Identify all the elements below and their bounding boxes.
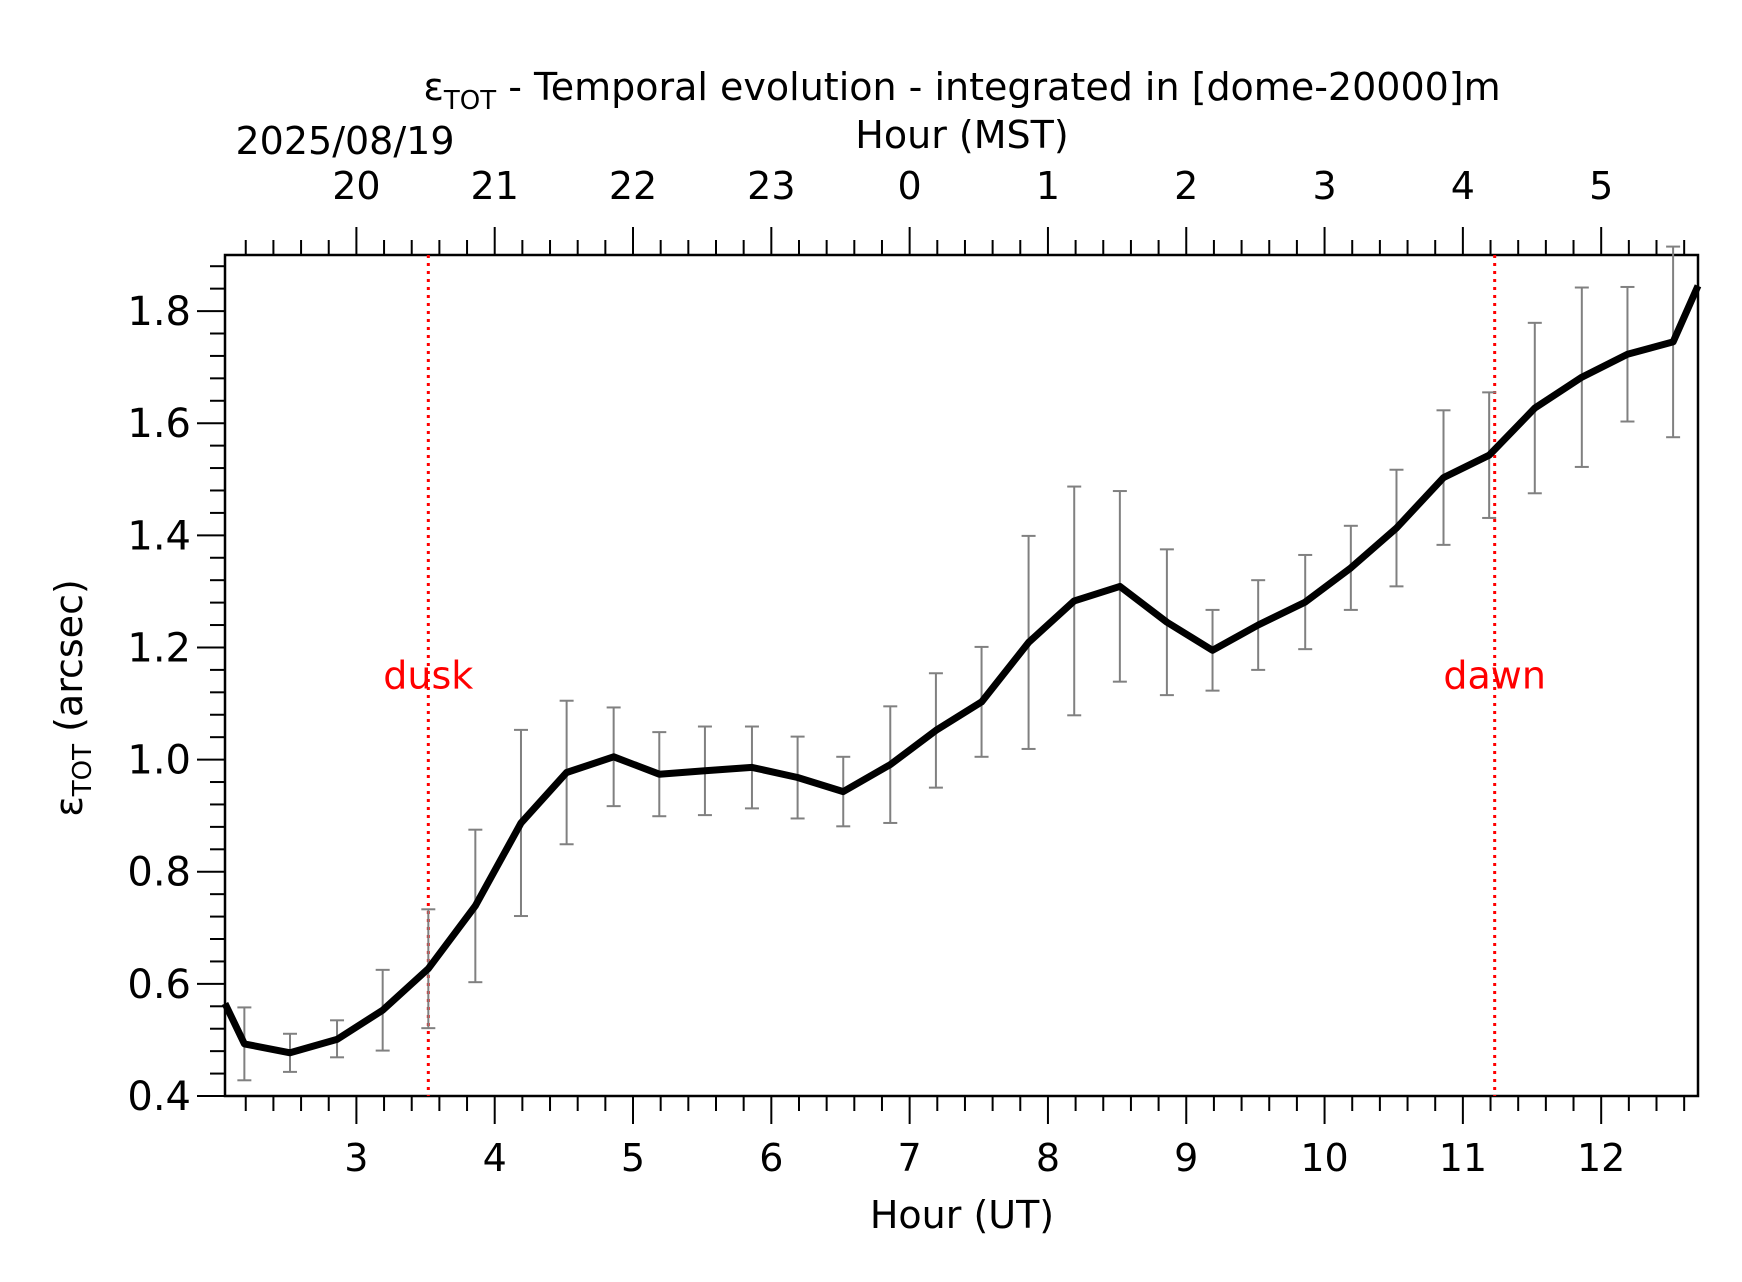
x-tick-label: 7 (898, 1136, 922, 1180)
svg-text:εTOT - Temporal evolution - in: εTOT - Temporal evolution - integrated i… (423, 65, 1500, 116)
x-tick-label: 11 (1439, 1136, 1487, 1180)
y-tick-label: 1.4 (127, 513, 191, 559)
y-tick-label: 0.8 (127, 850, 191, 896)
top-tick-label: 22 (609, 164, 657, 208)
top-tick-label: 3 (1312, 164, 1336, 208)
top-tick-label: 23 (747, 164, 795, 208)
top-tick-label: 5 (1589, 164, 1613, 208)
x-tick-label: 4 (483, 1136, 507, 1180)
x-tick-label: 12 (1577, 1136, 1625, 1180)
title-epsilon: ε (423, 65, 444, 109)
x-tick-label: 6 (759, 1136, 783, 1180)
ylabel-epsilon: ε (47, 796, 91, 817)
svg-text:εTOT (arcsec): εTOT (arcsec) (47, 579, 98, 817)
x-tick-label: 9 (1174, 1136, 1198, 1180)
plot-frame (223, 253, 1700, 1098)
x-axis-label: Hour (UT) (870, 1193, 1054, 1237)
top-tick-label: 2 (1174, 164, 1198, 208)
top-tick-label: 0 (898, 164, 922, 208)
y-tick-label: 1.8 (127, 289, 191, 335)
top-tick-label: 21 (471, 164, 519, 208)
dawn-label: dawn (1443, 654, 1546, 698)
y-tick-label: 1.6 (127, 401, 191, 447)
ylabel-subscript: TOT (68, 744, 98, 797)
y-tick-label: 1.0 (127, 738, 191, 784)
x-tick-label: 3 (344, 1136, 368, 1180)
chart-title: εTOT - Temporal evolution - integrated i… (423, 65, 1500, 116)
y-tick-label: 0.6 (127, 962, 191, 1008)
top-axis-label: Hour (MST) (855, 113, 1068, 157)
top-tick-label: 20 (332, 164, 380, 208)
x-tick-label: 8 (1036, 1136, 1060, 1180)
x-tick-label: 10 (1300, 1136, 1348, 1180)
top-tick-label: 4 (1451, 164, 1475, 208)
title-subscript: TOT (443, 86, 496, 116)
x-tick-label: 5 (621, 1136, 645, 1180)
dusk-label: dusk (383, 654, 473, 698)
ylabel-rest: (arcsec) (47, 579, 91, 744)
date-label: 2025/08/19 (235, 119, 454, 163)
title-rest: - Temporal evolution - integrated in [do… (496, 65, 1501, 109)
y-axis-label: εTOT (arcsec) (47, 579, 98, 817)
top-tick-label: 1 (1036, 164, 1060, 208)
y-tick-label: 1.2 (127, 625, 191, 671)
y-tick-label: 0.4 (127, 1074, 191, 1120)
seeing-series-line (221, 284, 1702, 1057)
